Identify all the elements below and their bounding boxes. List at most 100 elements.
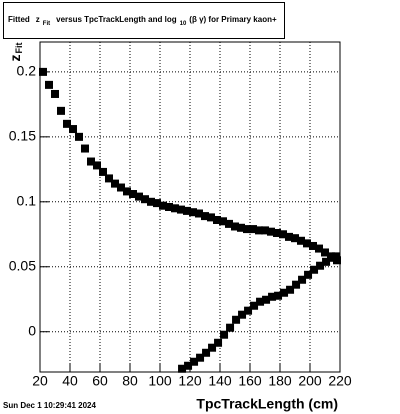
marker (111, 179, 119, 188)
marker (225, 219, 233, 228)
marker (322, 257, 331, 266)
marker (196, 353, 205, 362)
marker (177, 205, 185, 214)
marker (310, 265, 319, 274)
marker (316, 261, 325, 270)
marker (51, 89, 59, 98)
marker (268, 292, 277, 301)
marker (135, 192, 143, 201)
marker (178, 364, 187, 373)
marker (63, 119, 71, 128)
x-tick-label: 180 (268, 373, 292, 389)
marker (165, 203, 173, 211)
marker (190, 357, 199, 366)
marker (297, 236, 305, 245)
x-axis-label: TpcTrackLength (cm) (196, 396, 338, 412)
marker (208, 343, 217, 352)
marker (189, 208, 197, 217)
y-label-part: Fit (14, 43, 24, 54)
marker (274, 291, 283, 300)
chart-title: Fitted z Fit versus TpcTrackLength and log 1… (8, 15, 277, 26)
marker (237, 223, 245, 232)
x-tick-label: 220 (328, 373, 352, 389)
marker (129, 190, 137, 199)
marker (243, 225, 251, 234)
marker (262, 295, 271, 304)
marker (255, 226, 263, 235)
y-tick-label: 0.2 (17, 63, 37, 79)
x-tick-label: 20 (32, 373, 48, 389)
marker (153, 199, 161, 208)
x-tick-label: 200 (298, 373, 322, 389)
y-label-part: z (7, 55, 23, 62)
x-tick-label: 160 (238, 373, 262, 389)
marker (231, 222, 239, 231)
marker (39, 67, 47, 76)
title-part: (β γ) for Primary kaon+ (189, 15, 277, 24)
x-tick-label: 100 (148, 373, 172, 389)
x-tick-label: 60 (92, 373, 108, 389)
marker (226, 323, 235, 332)
marker (291, 234, 299, 243)
title-part: versus TpcTrackLength and log (56, 15, 177, 24)
x-tick-label: 140 (208, 373, 232, 389)
marker (238, 310, 247, 319)
marker (214, 338, 223, 347)
marker (75, 132, 83, 141)
marker (273, 228, 281, 237)
marker (105, 174, 113, 183)
marker (213, 215, 221, 224)
marker (250, 301, 259, 310)
marker (201, 212, 209, 221)
marker (285, 232, 293, 241)
marker (321, 248, 329, 257)
marker (304, 270, 313, 279)
marker (219, 217, 227, 226)
marker (183, 206, 191, 215)
marker (315, 244, 323, 253)
marker (202, 348, 211, 357)
marker (220, 330, 229, 339)
marker (279, 230, 287, 239)
marker (93, 161, 101, 170)
marker (244, 306, 253, 315)
marker (141, 195, 149, 204)
title-part: Fitted (8, 15, 30, 24)
x-tick-label: 40 (62, 373, 78, 389)
marker (123, 187, 131, 196)
marker (195, 209, 203, 218)
y-tick-label: 0.15 (9, 128, 36, 144)
marker (267, 227, 275, 236)
marker (261, 226, 269, 235)
marker (249, 225, 257, 234)
title-part: z (36, 15, 40, 24)
x-tick-label: 80 (122, 373, 138, 389)
title-part: Fit (43, 21, 50, 27)
marker (331, 252, 340, 261)
y-tick-label: 0.1 (17, 193, 37, 209)
marker (87, 157, 95, 166)
marker (147, 197, 155, 206)
marker (117, 183, 125, 192)
marker (292, 280, 301, 289)
marker (286, 285, 295, 294)
y-tick-label: 0.05 (9, 257, 36, 273)
y-axis-label: zFit (7, 43, 25, 62)
x-tick-label: 120 (178, 373, 202, 389)
marker (207, 213, 215, 222)
y-tick-label: 0 (28, 322, 36, 338)
marker (303, 239, 311, 248)
marker (232, 315, 241, 324)
marker (99, 167, 107, 176)
marker (45, 80, 53, 89)
marker (69, 125, 77, 134)
marker (184, 361, 193, 370)
marker (81, 144, 89, 153)
marker (298, 275, 307, 284)
marker (159, 201, 167, 210)
footer-date: Sun Dec 1 10:29:41 2024 (3, 401, 96, 410)
title-box (3, 2, 285, 39)
marker (280, 288, 289, 297)
